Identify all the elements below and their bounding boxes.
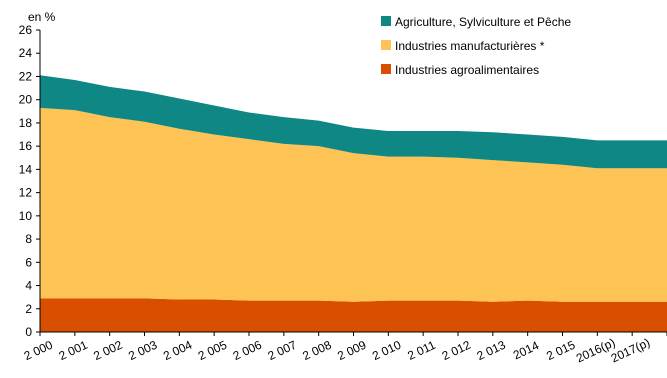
plot-area bbox=[40, 75, 667, 332]
y-unit-label: en % bbox=[28, 10, 56, 24]
y-tick-label: 8 bbox=[25, 232, 32, 246]
x-tick-label: 2 009 bbox=[335, 338, 368, 364]
y-tick-label: 18 bbox=[19, 116, 33, 130]
y-tick-label: 6 bbox=[25, 255, 32, 269]
x-tick-label: 2016(p) bbox=[574, 335, 617, 365]
x-tick-label: 2 012 bbox=[440, 338, 473, 364]
legend-label: Industries agroalimentaires bbox=[395, 63, 539, 77]
x-tick-label: 2 006 bbox=[231, 338, 264, 364]
y-tick-label: 0 bbox=[25, 325, 32, 339]
x-tick-label: 2 002 bbox=[91, 338, 124, 364]
x-tick-label: 2 015 bbox=[544, 338, 577, 364]
x-tick-label: 2 004 bbox=[161, 338, 194, 364]
x-tick-label: 2 011 bbox=[405, 338, 438, 363]
x-tick-label: 2 003 bbox=[126, 338, 159, 364]
series-area-2 bbox=[40, 75, 667, 169]
y-tick-label: 22 bbox=[19, 69, 33, 83]
x-tick-label: 2 010 bbox=[370, 338, 403, 364]
x-tick-label: 2 001 bbox=[57, 338, 90, 364]
x-tick-label: 2 008 bbox=[300, 338, 333, 364]
y-tick-label: 20 bbox=[19, 93, 33, 107]
legend-label: Industries manufacturières * bbox=[395, 39, 545, 53]
legend-label: Agriculture, Sylviculture et Pêche bbox=[395, 15, 571, 29]
x-tick-label: 2017(p) bbox=[609, 335, 652, 365]
y-tick-label: 16 bbox=[19, 139, 33, 153]
x-tick-label: 2 000 bbox=[22, 338, 55, 364]
y-tick-label: 14 bbox=[19, 162, 33, 176]
y-tick-label: 26 bbox=[19, 23, 33, 37]
y-tick-label: 12 bbox=[19, 186, 33, 200]
x-tick-label: 2 007 bbox=[266, 338, 299, 364]
y-tick-label: 10 bbox=[19, 209, 33, 223]
y-tick-label: 2 bbox=[25, 302, 32, 316]
x-axis-ticks: 2 000 2 001 2 002 2 003 2 004 2 005 2 006 2 007… bbox=[22, 332, 667, 365]
legend: Agriculture, Sylviculture et Pêche Indust… bbox=[381, 15, 571, 77]
y-tick-label: 24 bbox=[19, 46, 33, 60]
x-tick-label: 2 013 bbox=[475, 338, 508, 364]
series-area-1 bbox=[40, 107, 667, 302]
legend-swatch bbox=[381, 40, 391, 50]
x-tick-label: 2014 bbox=[511, 338, 541, 362]
y-tick-label: 4 bbox=[25, 279, 32, 293]
legend-swatch bbox=[381, 64, 391, 74]
legend-swatch bbox=[381, 16, 391, 26]
series-area-0 bbox=[40, 298, 667, 332]
x-tick-label: 2 005 bbox=[196, 338, 229, 364]
